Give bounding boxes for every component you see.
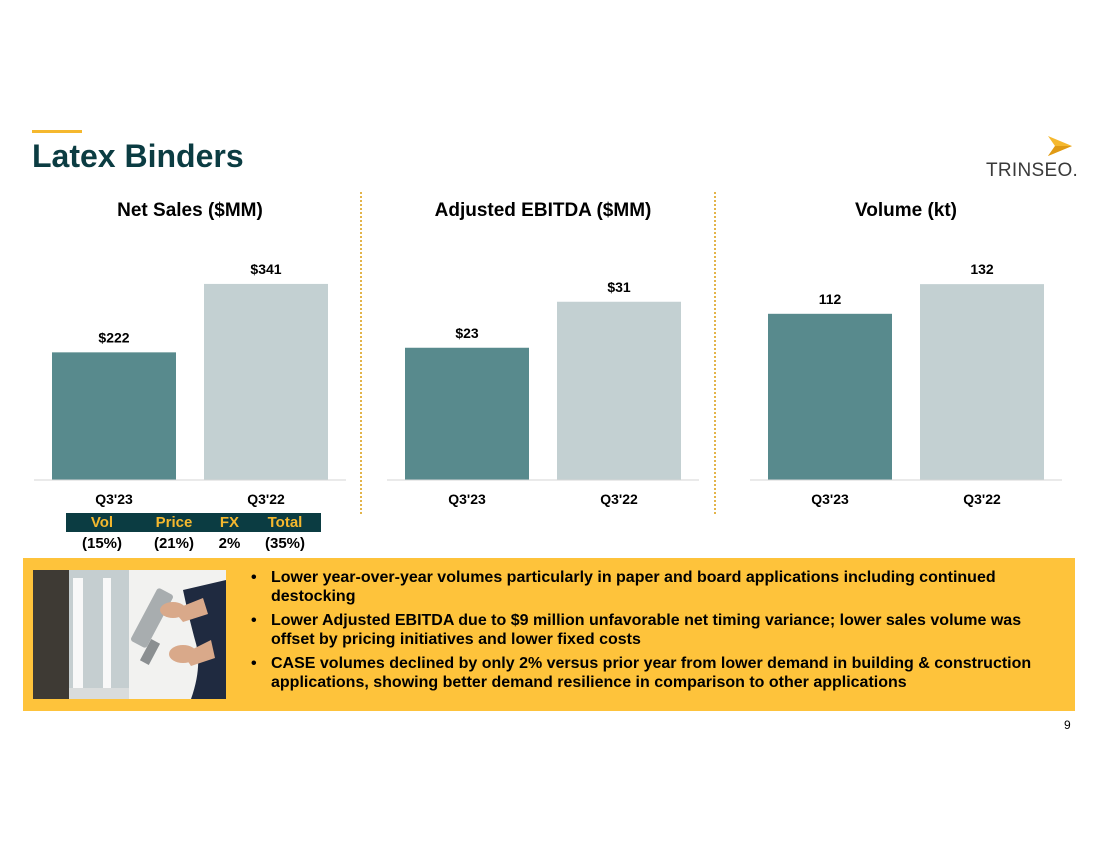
bar — [920, 284, 1044, 480]
chart-adjusted-ebitda: Adjusted EBITDA ($MM) $23 Q3'23 $31 Q3'22 — [383, 190, 703, 520]
x-tick-label: Q3'23 — [448, 491, 486, 507]
chart-net-sales: Net Sales ($MM) $222 Q3'23 $341 Q3'22 — [30, 190, 350, 520]
data-label: $222 — [98, 329, 129, 345]
logo-arrow-icon — [1048, 136, 1072, 156]
chart-title: Net Sales ($MM) — [117, 200, 263, 221]
bridge-value-vol: (15%) — [81, 534, 122, 552]
chart-adjusted-ebitda-plot: $23 Q3'23 $31 Q3'22 — [387, 279, 699, 507]
x-tick-label: Q3'23 — [95, 491, 133, 507]
chart-title: Volume (kt) — [854, 200, 958, 221]
bar — [768, 313, 892, 480]
x-tick-label: Q3'22 — [963, 491, 1001, 507]
x-tick-label: Q3'22 — [600, 491, 638, 507]
commentary-callout: Lower year-over-year volumes particularl… — [23, 558, 1075, 711]
commentary-bullet-list: Lower year-over-year volumes particularl… — [251, 568, 1066, 697]
bridge-header-row: Vol Price FX Total — [66, 513, 321, 532]
bullet-item: Lower Adjusted EBITDA due to $9 million … — [251, 611, 1066, 649]
bar — [204, 283, 328, 480]
x-tick-label: Q3'23 — [811, 491, 849, 507]
bullet-item: CASE volumes declined by only 2% versus … — [251, 654, 1066, 692]
chart-volume-plot: 112 Q3'23 132 Q3'22 — [750, 261, 1062, 507]
bridge-value-total: (35%) — [264, 534, 305, 552]
chart-title: Adjusted EBITDA ($MM) — [434, 200, 652, 221]
bar — [557, 301, 681, 480]
bridge-header-fx: FX — [209, 513, 249, 532]
caulking-gun-photo — [33, 570, 226, 699]
chart-divider — [360, 192, 362, 514]
title-accent-line — [32, 130, 82, 133]
data-label: 132 — [970, 261, 994, 277]
bar — [52, 352, 176, 480]
bullet-item: Lower year-over-year volumes particularl… — [251, 568, 1066, 606]
data-label: $23 — [455, 325, 479, 341]
x-tick-label: Q3'22 — [247, 491, 285, 507]
chart-volume: Volume (kt) 112 Q3'23 132 Q3'22 — [746, 190, 1066, 520]
sales-bridge-table: Vol Price FX Total (15%) (21%) 2% (35%) — [66, 513, 321, 554]
bridge-value-price: (21%) — [153, 534, 194, 552]
page-title: Latex Binders — [32, 138, 244, 174]
bridge-value-fx: 2% — [218, 534, 241, 552]
bridge-header-vol: Vol — [66, 513, 138, 532]
logo-text: TRINSEO. — [986, 160, 1079, 181]
data-label: $31 — [607, 279, 631, 295]
bridge-header-total: Total — [248, 513, 321, 532]
data-label: 112 — [819, 291, 842, 307]
chart-divider — [714, 192, 716, 514]
page-number: 9 — [1064, 718, 1071, 732]
bridge-header-price: Price — [137, 513, 210, 532]
data-label: $341 — [250, 261, 281, 277]
bridge-value-row: (15%) (21%) 2% (35%) — [66, 532, 321, 554]
bar — [405, 347, 529, 480]
chart-net-sales-plot: $222 Q3'23 $341 Q3'22 — [34, 261, 346, 507]
trinseo-logo: TRINSEO. — [984, 136, 1079, 182]
